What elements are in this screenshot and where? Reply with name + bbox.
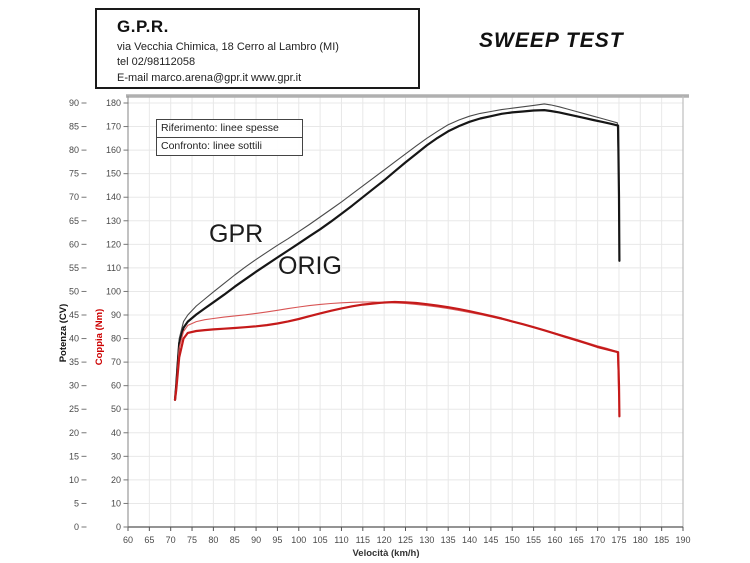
x-tick-label: 180 (633, 535, 648, 545)
power-tick-label: 35 (69, 357, 79, 367)
company-email-web: E-mail marco.arena@gpr.it www.gpr.it (117, 71, 302, 84)
x-tick-label: 145 (483, 535, 498, 545)
torque-tick-label: 50 (111, 404, 121, 414)
shop-info-box: G.P.R. via Vecchia Chimica, 18 Cerro al … (95, 8, 420, 89)
curve-label-gpr: GPR (209, 220, 264, 248)
x-tick-label: 155 (526, 535, 541, 545)
x-tick-label: 140 (462, 535, 477, 545)
power-tick-label: 45 (69, 310, 79, 320)
torque-tick-label: 20 (111, 475, 121, 485)
torque-tick-label: 170 (106, 122, 121, 132)
x-tick-label: 70 (166, 535, 176, 545)
x-tick-label: 185 (654, 535, 669, 545)
x-tick-label: 160 (547, 535, 562, 545)
x-tick-label: 170 (590, 535, 605, 545)
legend-comparison: Confronto: linee sottili (157, 137, 302, 155)
x-tick-label: 125 (398, 535, 413, 545)
power-tick-label: 70 (69, 192, 79, 202)
power-tick-label: 85 (69, 122, 79, 132)
torque-tick-label: 0 (116, 522, 121, 532)
power-tick-label: 20 (69, 428, 79, 438)
x-tick-label: 100 (291, 535, 306, 545)
series-power-thick (173, 108, 621, 401)
company-phone: tel 02/98112058 (117, 56, 196, 68)
page-title: SWEEP TEST (479, 29, 624, 52)
x-tick-label: 90 (251, 535, 261, 545)
torque-tick-label: 120 (106, 239, 121, 249)
power-tick-label: 5 (74, 498, 79, 508)
torque-tick-label: 90 (111, 310, 121, 320)
x-tick-label: 105 (313, 535, 328, 545)
x-tick-label: 110 (334, 535, 348, 545)
power-tick-label: 90 (69, 98, 79, 108)
power-tick-label: 0 (74, 522, 79, 532)
curve-label-orig: ORIG (278, 252, 342, 280)
torque-axis-title: Coppia (Nm) (94, 309, 105, 365)
power-tick-label: 10 (69, 475, 79, 485)
power-tick-label: 65 (69, 216, 79, 226)
torque-tick-label: 30 (111, 451, 121, 461)
x-axis-title: Velocità (km/h) (352, 548, 419, 559)
torque-tick-label: 140 (106, 192, 121, 202)
x-tick-label: 130 (419, 535, 434, 545)
power-tick-label: 80 (69, 145, 79, 155)
power-tick-label: 75 (69, 169, 79, 179)
x-tick-label: 75 (187, 535, 197, 545)
torque-tick-label: 10 (111, 498, 121, 508)
power-tick-label: 30 (69, 381, 79, 391)
x-tick-label: 175 (611, 535, 626, 545)
x-tick-label: 95 (272, 535, 282, 545)
power-tick-label: 50 (69, 286, 79, 296)
x-tick-label: 115 (356, 535, 370, 545)
x-tick-label: 85 (230, 535, 240, 545)
torque-tick-label: 60 (111, 381, 121, 391)
torque-tick-label: 160 (106, 145, 121, 155)
series-torque-thick (173, 300, 621, 418)
power-tick-label: 15 (69, 451, 79, 461)
torque-tick-label: 80 (111, 334, 121, 344)
torque-tick-label: 110 (107, 263, 121, 273)
power-tick-label: 25 (69, 404, 79, 414)
legend-reference: Riferimento: linee spesse (161, 122, 279, 134)
torque-tick-label: 180 (106, 98, 121, 108)
x-tick-label: 150 (505, 535, 520, 545)
power-axis-title: Potenza (CV) (58, 304, 69, 363)
company-address: via Vecchia Chimica, 18 Cerro al Lambro … (117, 40, 339, 53)
series-power-thin (174, 103, 620, 399)
torque-tick-label: 70 (111, 357, 121, 367)
power-tick-label: 40 (69, 334, 79, 344)
x-tick-label: 80 (208, 535, 218, 545)
x-tick-label: 135 (441, 535, 456, 545)
series-torque-thin (174, 301, 620, 400)
torque-tick-label: 40 (111, 428, 121, 438)
x-tick-label: 190 (675, 535, 690, 545)
torque-tick-label: 100 (106, 286, 121, 296)
torque-tick-label: 150 (106, 169, 121, 179)
power-tick-label: 60 (69, 239, 79, 249)
power-tick-label: 55 (69, 263, 79, 273)
torque-tick-label: 130 (106, 216, 121, 226)
chart-legend: Riferimento: linee spesse Confronto: lin… (156, 119, 303, 156)
x-tick-label: 165 (569, 535, 584, 545)
x-tick-label: 120 (377, 535, 392, 545)
company-name: G.P.R. (117, 17, 169, 36)
x-tick-label: 65 (144, 535, 154, 545)
x-tick-label: 60 (123, 535, 133, 545)
